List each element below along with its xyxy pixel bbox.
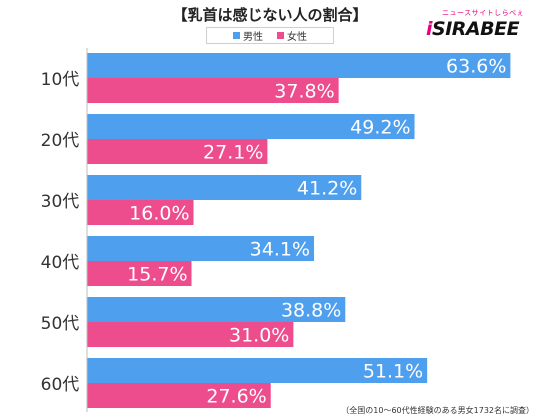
category-label-5: 50代 xyxy=(41,314,80,334)
category-label-2: 20代 xyxy=(41,131,80,151)
value-label-male-6: 51.1% xyxy=(363,361,423,383)
logo-tagline: ニュースサイトしらべぇ xyxy=(442,9,525,17)
bar-male-2 xyxy=(87,114,415,139)
bar-male-5 xyxy=(87,297,346,322)
category-label-1: 10代 xyxy=(41,70,80,90)
value-label-male-1: 63.6% xyxy=(446,56,506,78)
legend-item-female: 女性 xyxy=(277,28,307,43)
bar-female-1 xyxy=(87,78,339,103)
value-label-female-6: 27.6% xyxy=(206,386,266,408)
sirabee-logo: ニュースサイトしらべぇ iSIRABEE xyxy=(426,6,526,50)
bar-female-3 xyxy=(87,200,194,225)
logo-name: iSIRABEE xyxy=(426,18,520,40)
bar-male-6 xyxy=(87,358,428,383)
value-label-male-3: 41.2% xyxy=(297,178,357,200)
legend-swatch-male xyxy=(233,32,240,39)
legend-swatch-female xyxy=(277,32,284,39)
bar-male-4 xyxy=(87,236,315,261)
bar-male-3 xyxy=(87,175,362,200)
chart-title: 【乳首は感じない人の割合】 xyxy=(172,6,368,24)
legend-item-male: 男性 xyxy=(233,28,263,43)
footnote: （全国の10〜60代性経験のある男女1732名に調査） xyxy=(341,406,534,415)
value-label-female-3: 16.0% xyxy=(129,203,189,225)
bar-female-6 xyxy=(87,383,271,408)
category-label-6: 60代 xyxy=(41,375,80,395)
category-label-3: 30代 xyxy=(41,192,80,212)
logo-name-prefix: i xyxy=(426,18,433,40)
bar-female-4 xyxy=(87,261,192,286)
category-label-4: 40代 xyxy=(41,253,80,273)
bar-female-5 xyxy=(87,322,294,347)
value-label-male-2: 49.2% xyxy=(350,117,410,139)
bar-female-2 xyxy=(87,139,268,164)
legend-label-female: 女性 xyxy=(287,32,307,43)
logo-name-text: SIRABEE xyxy=(432,18,520,40)
value-label-female-4: 15.7% xyxy=(127,264,187,286)
legend-label-male: 男性 xyxy=(243,32,263,43)
value-label-male-5: 38.8% xyxy=(281,300,341,322)
value-label-male-4: 34.1% xyxy=(250,239,310,261)
legend: 男性 女性 xyxy=(206,27,334,44)
bar-male-1 xyxy=(87,53,511,78)
value-label-female-2: 27.1% xyxy=(203,142,263,164)
value-label-female-5: 31.0% xyxy=(229,325,289,347)
value-label-female-1: 37.8% xyxy=(274,81,334,103)
